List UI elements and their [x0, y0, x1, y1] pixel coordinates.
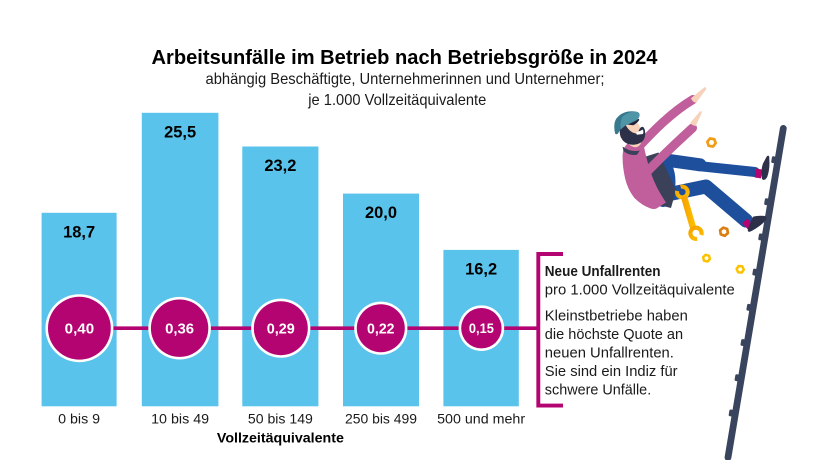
svg-text:Kleinstbetriebe haben: Kleinstbetriebe haben: [545, 307, 688, 324]
svg-text:Neue Unfallrenten: Neue Unfallrenten: [545, 263, 661, 280]
svg-text:0 bis 9: 0 bis 9: [58, 410, 100, 426]
svg-text:neuen Unfallrenten.: neuen Unfallrenten.: [545, 344, 674, 361]
svg-text:schwere Unfälle.: schwere Unfälle.: [545, 381, 651, 398]
svg-text:500 und mehr: 500 und mehr: [437, 410, 525, 426]
svg-text:18,7: 18,7: [63, 222, 95, 241]
svg-text:je 1.000 Vollzeitäquivalente: je 1.000 Vollzeitäquivalente: [307, 92, 486, 109]
svg-text:Vollzeitäquivalente: Vollzeitäquivalente: [217, 430, 344, 446]
svg-text:50 bis 149: 50 bis 149: [248, 410, 313, 426]
svg-text:0,15: 0,15: [469, 321, 494, 336]
svg-text:die höchste Quote an: die höchste Quote an: [545, 326, 683, 343]
svg-text:23,2: 23,2: [264, 156, 296, 175]
svg-text:0,29: 0,29: [267, 321, 295, 338]
svg-text:pro 1.000 Vollzeitäquivalente: pro 1.000 Vollzeitäquivalente: [545, 281, 735, 298]
svg-text:0,36: 0,36: [165, 321, 194, 338]
svg-text:Sie sind ein Indiz für: Sie sind ein Indiz für: [545, 363, 678, 380]
svg-text:10 bis 49: 10 bis 49: [151, 410, 209, 426]
svg-text:Arbeitsunfälle im Betrieb nach: Arbeitsunfälle im Betrieb nach Betriebsg…: [152, 46, 659, 69]
svg-text:20,0: 20,0: [365, 203, 397, 222]
svg-text:0,40: 0,40: [65, 321, 95, 338]
svg-text:0,22: 0,22: [367, 321, 395, 337]
svg-text:abhängig Beschäftigte, Unterne: abhängig Beschäftigte, Unternehmerinnen …: [206, 71, 605, 88]
svg-text:250 bis 499: 250 bis 499: [345, 410, 417, 426]
svg-text:16,2: 16,2: [465, 259, 497, 278]
svg-text:25,5: 25,5: [164, 122, 196, 141]
